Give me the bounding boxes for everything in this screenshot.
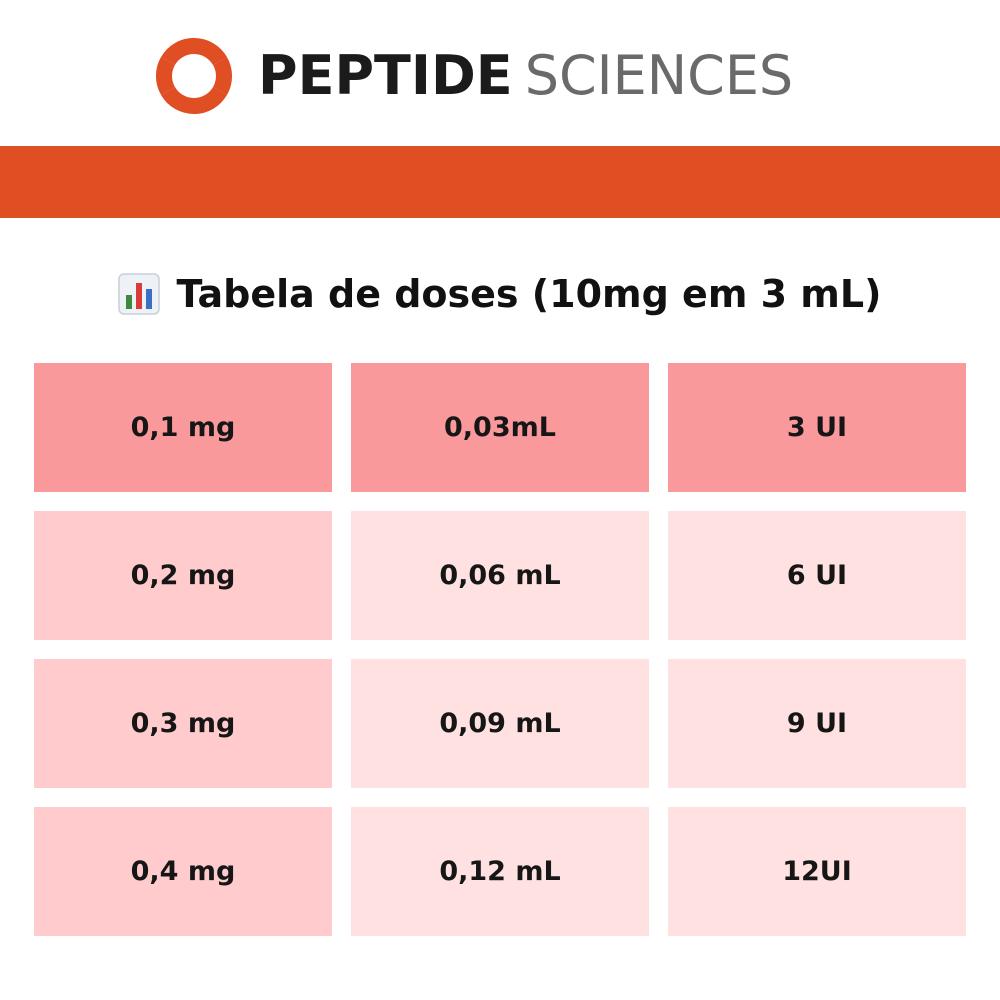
dose-cell: 0,1 mg (34, 363, 332, 492)
bar-chart-icon (118, 273, 161, 315)
volume-cell: 0,09 mL (351, 659, 649, 788)
units-cell: 3 UI (668, 363, 966, 492)
volume-cell: 0,06 mL (351, 511, 649, 640)
dose-cell: 0,3 mg (34, 659, 332, 788)
dose-cell: 0,4 mg (34, 807, 332, 936)
accent-band (0, 146, 1000, 218)
swirl-logo-icon (155, 37, 233, 115)
table-title-text: Tabela de doses (10mg em 3 mL) (176, 272, 882, 316)
volume-cell: 0,12 mL (351, 807, 649, 936)
brand-word-sciences: SCIENCES (524, 44, 794, 107)
table-title: Tabela de doses (10mg em 3 mL) (0, 262, 1000, 326)
dose-cell: 0,2 mg (34, 511, 332, 640)
units-cell: 12UI (668, 807, 966, 936)
dose-table: 0,1 mg 0,03mL 3 UI 0,2 mg 0,06 mL 6 UI 0… (34, 363, 966, 936)
units-cell: 6 UI (668, 511, 966, 640)
brand-wordmark: PEPTIDE SCIENCES (258, 36, 793, 116)
brand-word-peptide: PEPTIDE (258, 44, 513, 107)
units-cell: 9 UI (668, 659, 966, 788)
brand-logo: PEPTIDE SCIENCES (148, 36, 793, 116)
volume-cell: 0,03mL (351, 363, 649, 492)
